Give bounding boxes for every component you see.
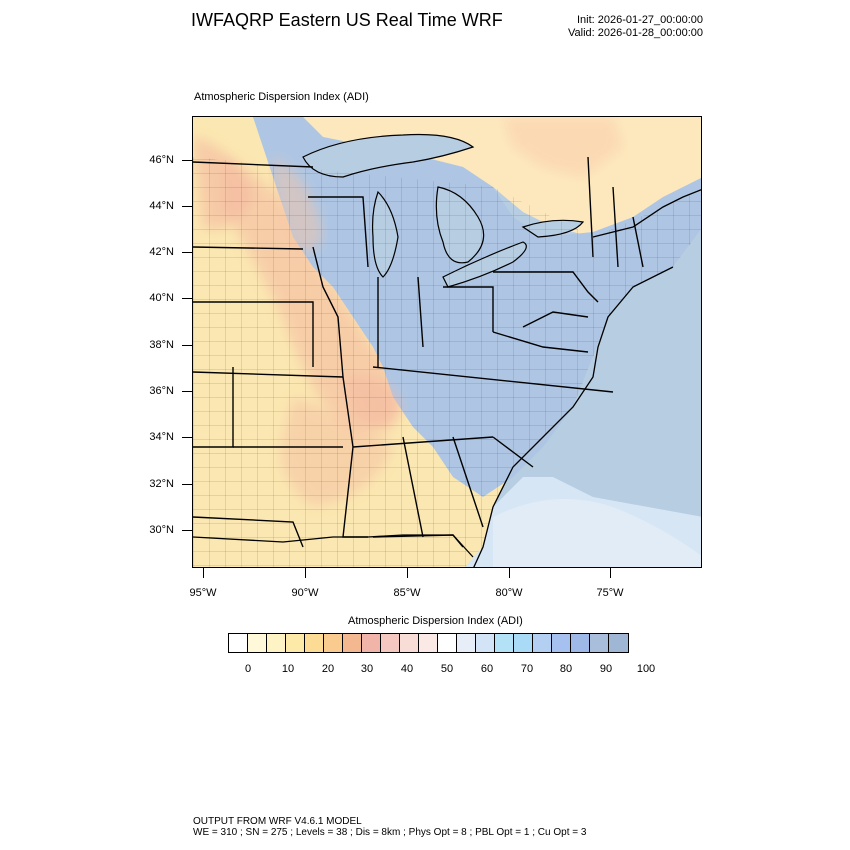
model-footer: OUTPUT FROM WRF V4.6.1 MODEL WE = 310 ; … xyxy=(193,816,586,838)
colorbar-label: 70 xyxy=(520,663,534,675)
colorbar-label: 100 xyxy=(636,663,656,675)
valid-time: Valid: 2026-01-28_00:00:00 xyxy=(568,27,703,39)
colorbar-swatch xyxy=(571,634,590,652)
lat-label-38: 38°N xyxy=(149,339,174,351)
colorbar-label: 80 xyxy=(559,663,573,675)
colorbar-label: 30 xyxy=(360,663,374,675)
lat-tick xyxy=(182,530,192,531)
lat-tick xyxy=(182,345,192,346)
colorbar-label: 90 xyxy=(599,663,613,675)
footer-line-1: OUTPUT FROM WRF V4.6.1 MODEL xyxy=(193,816,362,827)
lat-label-36: 36°N xyxy=(149,385,174,397)
lon-label-90: 90°W xyxy=(291,587,319,599)
lat-label-30: 30°N xyxy=(149,524,174,536)
lon-label-75: 75°W xyxy=(596,587,624,599)
plot-title: IWFAQRP Eastern US Real Time WRF xyxy=(191,10,503,30)
colorbar-label: 50 xyxy=(440,663,454,675)
colorbar-swatch xyxy=(609,634,628,652)
colorbar-swatch xyxy=(514,634,533,652)
colorbar-swatch xyxy=(552,634,571,652)
colorbar-label: 10 xyxy=(281,663,295,675)
lon-tick xyxy=(203,568,204,578)
lat-tick xyxy=(182,252,192,253)
footer-line-2: WE = 310 ; SN = 275 ; Levels = 38 ; Dis … xyxy=(193,827,587,838)
lat-label-34: 34°N xyxy=(149,431,174,443)
colorbar-swatch xyxy=(533,634,552,652)
lat-tick xyxy=(182,298,192,299)
lon-tick xyxy=(407,568,408,578)
lat-tick xyxy=(182,484,192,485)
colorbar-swatch xyxy=(229,634,248,652)
lat-tick xyxy=(182,160,192,161)
colorbar-label: 0 xyxy=(244,663,252,675)
colorbar-swatch xyxy=(438,634,457,652)
colorbar-label: 20 xyxy=(321,663,335,675)
colorbar-swatch xyxy=(248,634,267,652)
lon-tick xyxy=(610,568,611,578)
colorbar-swatch xyxy=(400,634,419,652)
colorbar-label: 40 xyxy=(400,663,414,675)
colorbar-swatch xyxy=(457,634,476,652)
colorbar-swatch xyxy=(476,634,495,652)
map-panel xyxy=(192,116,702,568)
colorbar-title: Atmospheric Dispersion Index (ADI) xyxy=(348,615,523,627)
lat-tick xyxy=(182,391,192,392)
lat-tick xyxy=(182,206,192,207)
colorbar-swatch xyxy=(590,634,609,652)
colorbar-swatch xyxy=(419,634,438,652)
colorbar-swatch xyxy=(267,634,286,652)
lat-label-42: 42°N xyxy=(149,246,174,258)
colorbar-swatch xyxy=(305,634,324,652)
atlantic-coastline xyxy=(473,266,674,567)
colorbar xyxy=(228,633,629,653)
lat-label-40: 40°N xyxy=(149,292,174,304)
colorbar-swatch xyxy=(343,634,362,652)
lon-label-95: 95°W xyxy=(189,587,217,599)
lon-label-85: 85°W xyxy=(393,587,421,599)
colorbar-swatch xyxy=(324,634,343,652)
lat-label-44: 44°N xyxy=(149,200,174,212)
lon-label-80: 80°W xyxy=(495,587,523,599)
colorbar-swatch xyxy=(362,634,381,652)
gulf-coastline xyxy=(193,534,474,558)
colorbar-label: 60 xyxy=(480,663,494,675)
colorbar-swatch xyxy=(286,634,305,652)
field-title: Atmospheric Dispersion Index (ADI) xyxy=(194,91,369,103)
lat-tick xyxy=(182,437,192,438)
lat-label-32: 32°N xyxy=(149,478,174,490)
colorbar-swatch xyxy=(381,634,400,652)
lon-tick xyxy=(509,568,510,578)
colorbar-swatch xyxy=(495,634,514,652)
lat-label-46: 46°N xyxy=(149,154,174,166)
init-valid-times: Init: 2026-01-27_00:00:00 Valid: 2026-01… xyxy=(568,14,703,40)
init-time: Init: 2026-01-27_00:00:00 xyxy=(577,14,703,26)
map-svg xyxy=(193,117,701,567)
lon-tick xyxy=(305,568,306,578)
